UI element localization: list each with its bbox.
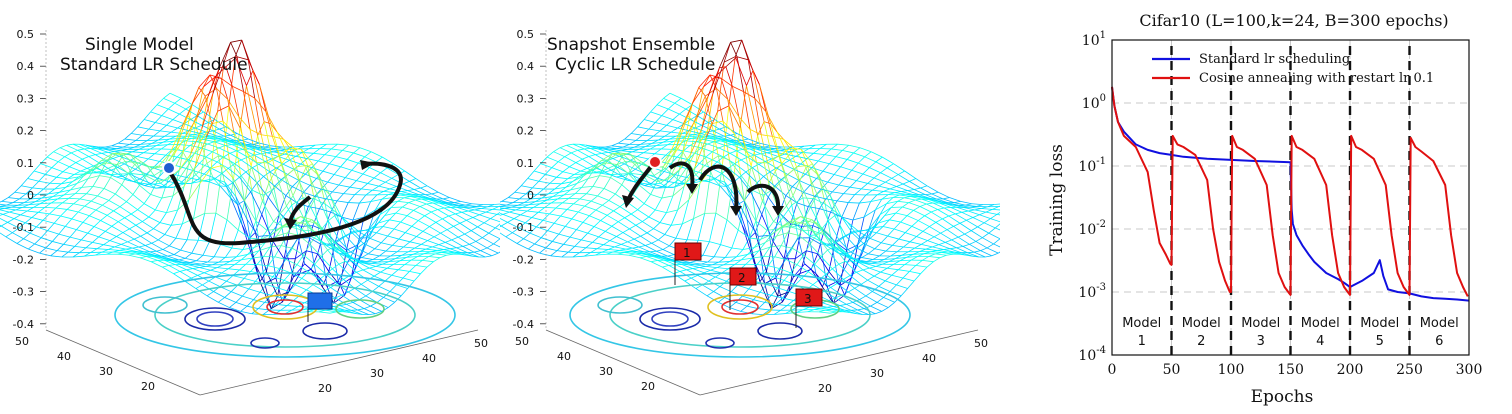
minimum-flag (308, 293, 332, 309)
legend-label-standard: Standard lr scheduling (1199, 52, 1350, 67)
y-tick-label: 30 (599, 365, 613, 378)
x-axis: 20 30 40 50 (200, 330, 488, 395)
model-label: Model (1122, 316, 1161, 331)
mid-surface-svg: 0.50.40.30.20.10-0.1-0.2-0.3-0.4 5040302… (500, 0, 1000, 410)
y-tick-label: 10-2 (1078, 219, 1106, 238)
cycle-3-path (700, 167, 736, 210)
y-tick-label: 40 (57, 350, 71, 363)
y-ticks: 10-4 10-3 10-2 10-1 100 101 (1078, 30, 1106, 364)
model-label: Model (1360, 316, 1399, 331)
z-tick-label: 0.3 (17, 92, 35, 105)
z-tick-label: -0.2 (13, 253, 34, 266)
snapshot-flag-label: 1 (683, 246, 691, 260)
y-tick-label: 20 (641, 380, 655, 393)
y-tick-label: 101 (1082, 30, 1106, 49)
z-tick-label: -0.2 (513, 253, 534, 266)
z-tick-label: 0 (527, 189, 534, 202)
chart-title: Cifar10 (L=100,k=24, B=300 epochs) (1139, 11, 1448, 30)
y-axis-label: Training loss (1047, 144, 1067, 256)
model-number: 1 (1138, 334, 1146, 349)
x-tick-label: 20 (318, 382, 332, 395)
model-number: 6 (1435, 334, 1443, 349)
z-tick-label: -0.3 (513, 286, 534, 299)
x-tick-label: 250 (1396, 362, 1423, 378)
x-tick-label: 50 (474, 337, 488, 350)
panel-title-line2: Cyclic LR Schedule (555, 55, 715, 75)
model-label: Model (1420, 316, 1459, 331)
model-number: 5 (1376, 334, 1384, 349)
snapshot-flag-label: 2 (738, 271, 746, 285)
y-tick-label: 50 (515, 335, 529, 348)
x-tick-label: 20 (818, 382, 832, 395)
y-tick-label: 50 (15, 335, 29, 348)
loss-contour-map (115, 273, 455, 357)
x-tick-label: 50 (974, 337, 988, 350)
training-loss-chart: Cifar10 (L=100,k=24, B=300 epochs) Epoch… (1030, 0, 1512, 410)
z-tick-label: 0.3 (517, 92, 535, 105)
x-tick-label: 30 (370, 367, 384, 380)
x-tick-label: 30 (870, 367, 884, 380)
chart-legend: Standard lr scheduling Cosine annealing … (1152, 52, 1434, 86)
model-number: 4 (1316, 334, 1324, 349)
z-tick-label: -0.4 (513, 318, 534, 331)
z-tick-label: 0.2 (17, 125, 35, 138)
model-label: Model (1241, 316, 1280, 331)
z-tick-label: 0.5 (517, 28, 535, 41)
model-number: 3 (1257, 334, 1265, 349)
model-label: Model (1301, 316, 1340, 331)
start-point-marker (649, 156, 661, 168)
panel-title-line1: Single Model (85, 35, 194, 55)
x-tick-label: 100 (1218, 362, 1245, 378)
x-tick-label: 50 (1163, 362, 1181, 378)
y-axis: 50 40 30 20 (515, 330, 700, 395)
left-surface-svg: 0.50.40.30.20.10-0.1-0.2-0.3-0.4 5040302… (0, 0, 500, 410)
x-tick-label: 40 (422, 352, 436, 365)
z-tick-label: -0.1 (13, 221, 34, 234)
y-tick-label: 10-3 (1078, 282, 1106, 301)
start-point-marker (163, 162, 175, 174)
model-label: Model (1182, 316, 1221, 331)
y-tick-label: 20 (141, 380, 155, 393)
legend-label-cosine: Cosine annealing with restart lr 0.1 (1199, 71, 1434, 86)
panel-title-line2: Standard LR Schedule (60, 55, 248, 75)
x-tick-label: 200 (1337, 362, 1364, 378)
z-tick-label: 0 (27, 189, 34, 202)
z-tick-label: 0.5 (17, 28, 35, 41)
z-tick-label: 0.4 (17, 60, 35, 73)
panel-title-line1: Snapshot Ensemble (547, 35, 715, 55)
snapshot-flag-label: 3 (804, 292, 812, 306)
y-tick-label: 10-1 (1078, 156, 1106, 175)
z-tick-label: -0.1 (513, 221, 534, 234)
model-number: 2 (1197, 334, 1205, 349)
x-axis: 20 30 40 50 (700, 330, 988, 395)
z-tick-label: 0.1 (517, 157, 535, 170)
z-tick-label: -0.4 (13, 318, 34, 331)
x-axis-label: Epochs (1251, 387, 1314, 407)
z-tick-label: 0.4 (517, 60, 535, 73)
series-line-cosine (1112, 87, 1468, 297)
z-tick-label: 0.1 (17, 157, 35, 170)
x-tick-label: 300 (1456, 362, 1483, 378)
y-tick-label: 30 (99, 365, 113, 378)
y-tick-label: 40 (557, 350, 571, 363)
y-tick-label: 10-4 (1078, 345, 1106, 364)
x-tick-label: 40 (922, 352, 936, 365)
training-loss-chart-svg: Cifar10 (L=100,k=24, B=300 epochs) Epoch… (1030, 0, 1512, 410)
y-tick-label: 100 (1082, 93, 1106, 112)
y-axis: 50 40 30 20 (15, 330, 200, 395)
x-tick-label: 0 (1108, 362, 1117, 378)
x-tick-label: 150 (1277, 362, 1304, 378)
z-tick-label: 0.2 (517, 125, 535, 138)
z-tick-label: -0.3 (13, 286, 34, 299)
